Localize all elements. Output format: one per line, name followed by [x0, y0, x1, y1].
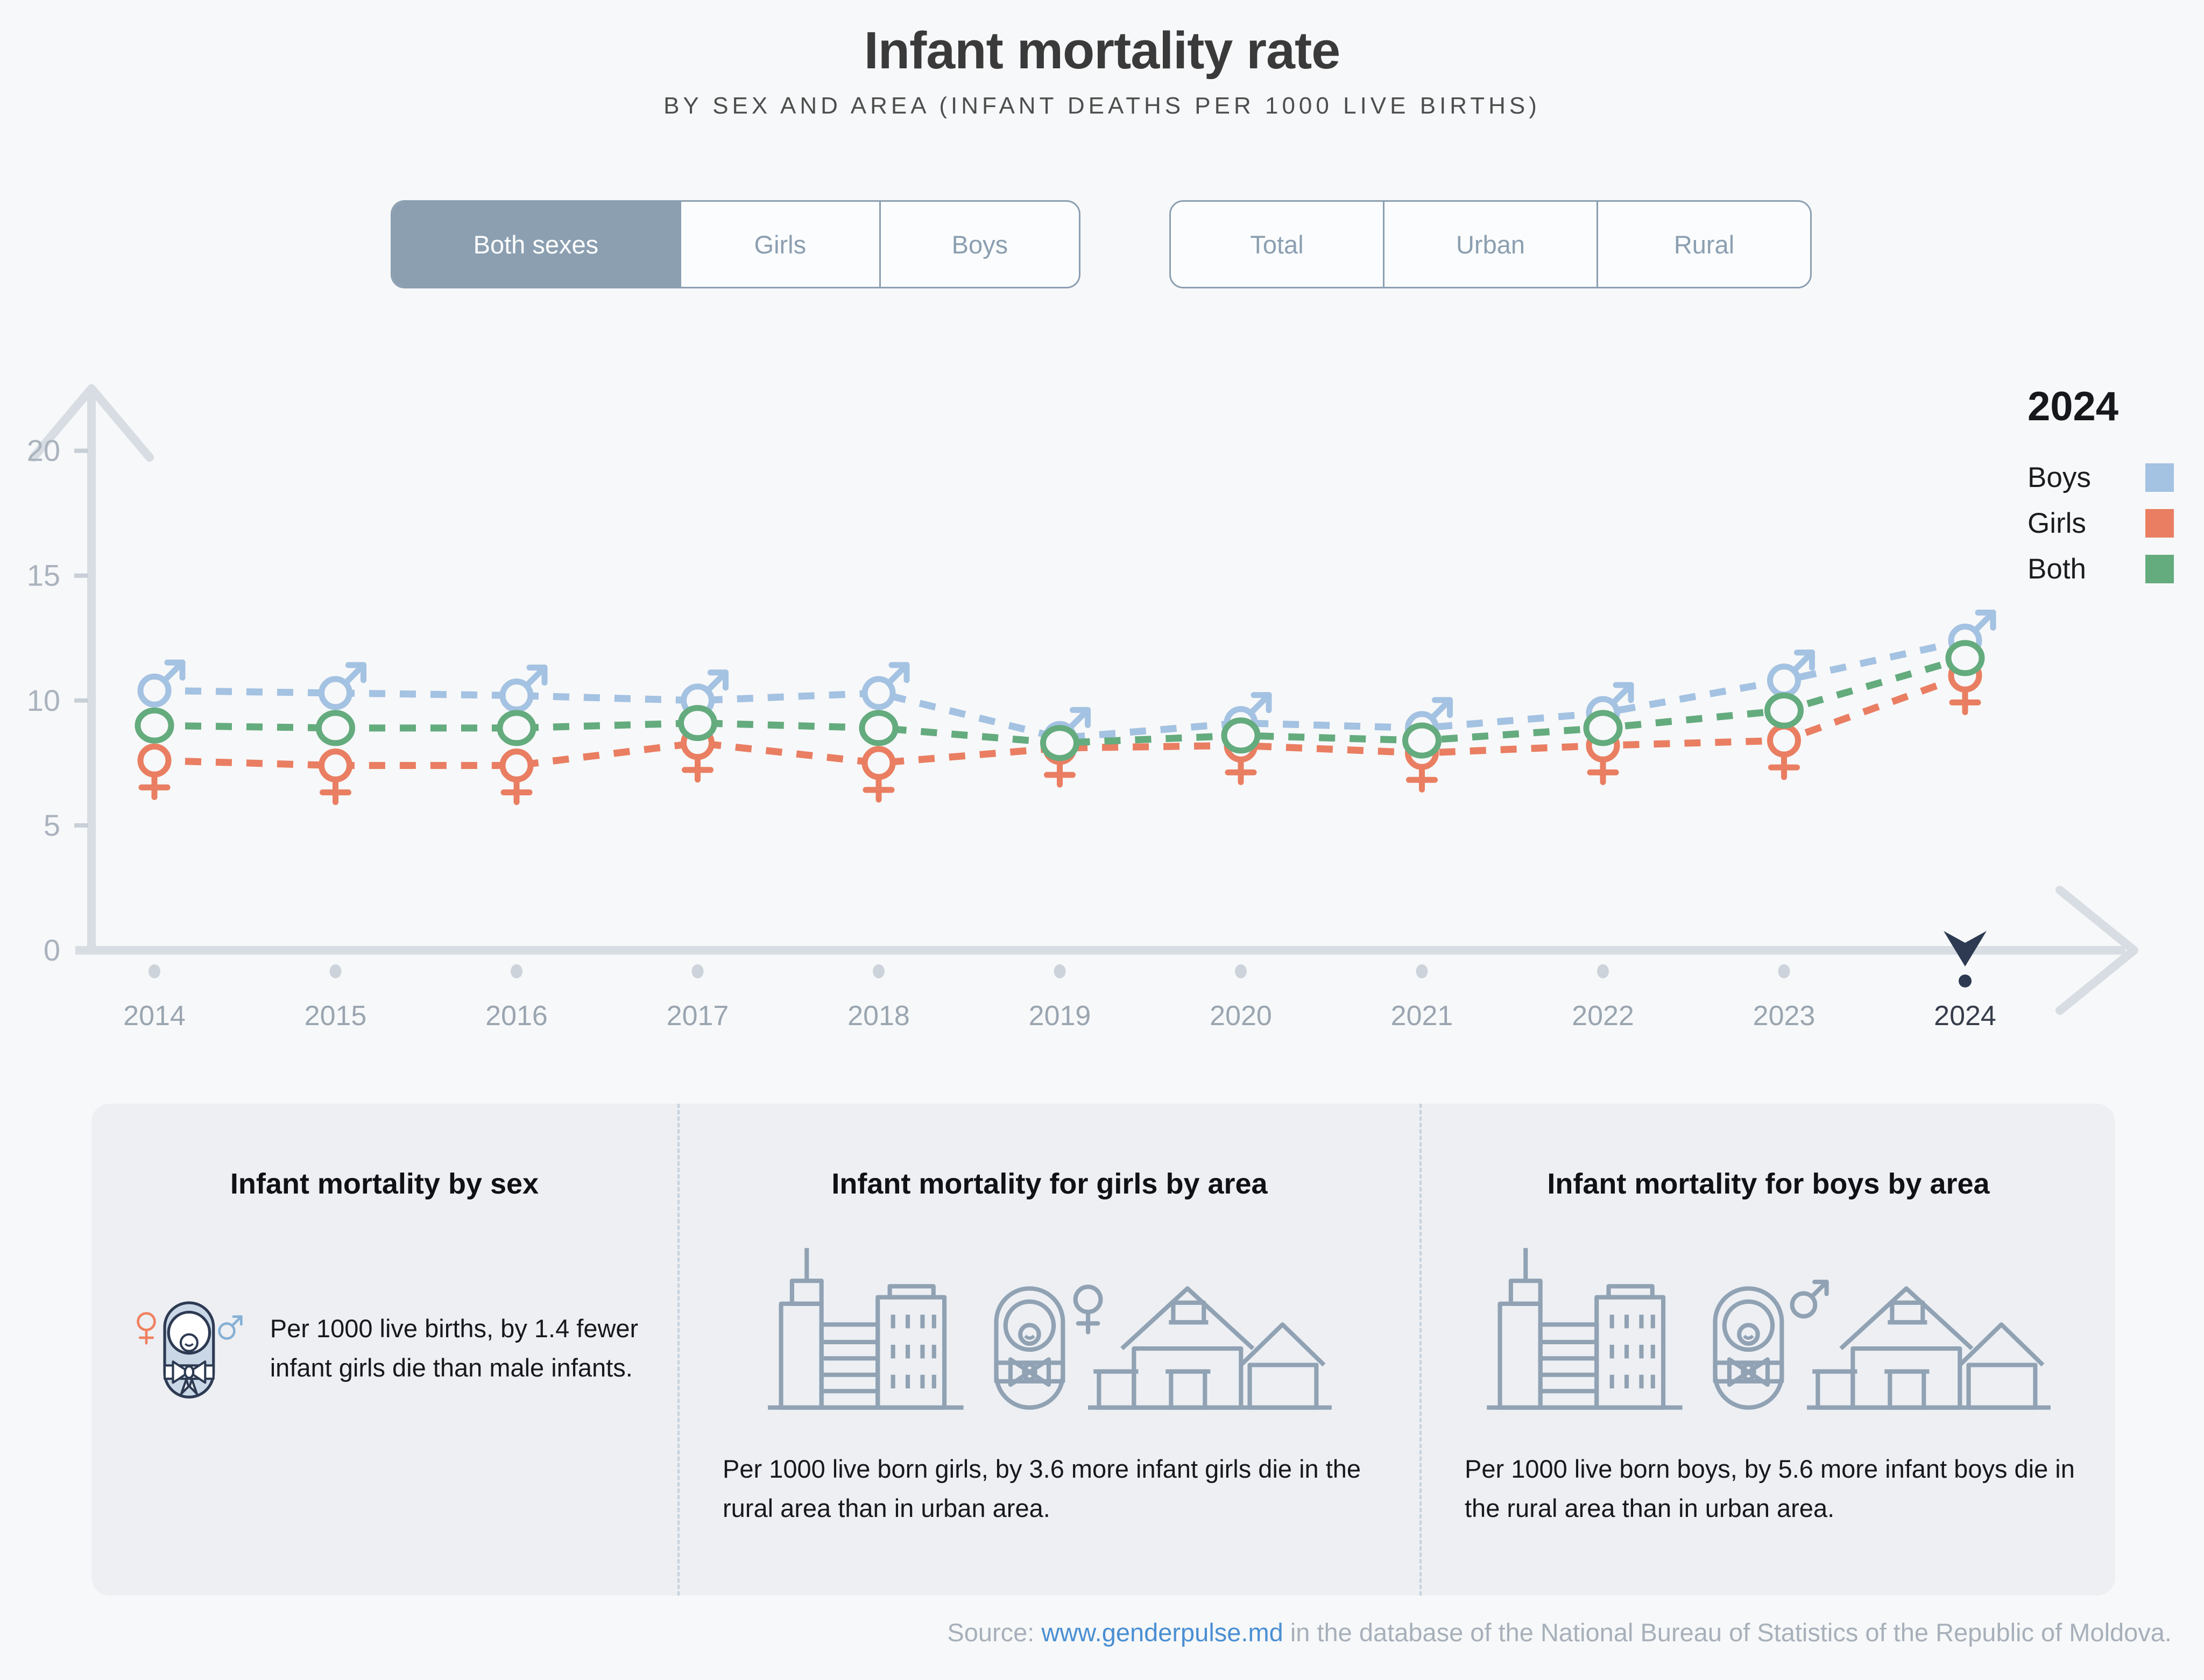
legend-label-boys: Boys	[2028, 462, 2091, 493]
data-point-girls-2014[interactable]	[137, 743, 172, 800]
y-tick-label: 15	[27, 559, 60, 592]
year-label[interactable]: 2022	[1572, 1000, 1634, 1032]
area-filter: Total Urban Rural	[1169, 200, 1812, 288]
data-point-both-2016[interactable]	[497, 710, 536, 746]
boys-color-swatch	[2145, 463, 2174, 492]
source-suffix: in the database of the National Bureau o…	[1283, 1618, 2172, 1647]
year-label[interactable]: 2018	[847, 1000, 910, 1032]
urban-rural-girls-icon	[767, 1248, 1332, 1410]
card-text: Per 1000 live born boys, by 5.6 more inf…	[1465, 1455, 2075, 1522]
year-label[interactable]: 2015	[305, 1000, 367, 1032]
data-point-boys-2018[interactable]	[861, 662, 910, 710]
area-filter-total[interactable]: Total	[1171, 202, 1384, 287]
urban-rural-boys-icon	[1486, 1248, 2051, 1410]
header: Infant mortality rate BY SEX AND AREA (I…	[0, 20, 2204, 119]
area-filter-rural[interactable]: Rural	[1673, 230, 1735, 259]
data-point-boys-2023[interactable]	[1767, 650, 1815, 698]
data-point-girls-2016[interactable]	[499, 748, 534, 805]
data-point-boys-2014[interactable]	[137, 659, 186, 708]
baby-by-sex-icon	[137, 1301, 243, 1399]
data-point-both-2019[interactable]	[1040, 725, 1079, 761]
card-title: Infant mortality by sex	[230, 1168, 539, 1200]
card-text: Per 1000 live born girls, by 3.6 more in…	[723, 1455, 1361, 1522]
legend-item-boys: Boys	[2028, 461, 2174, 494]
y-tick-label: 0	[44, 933, 60, 967]
y-tick-label: 10	[27, 683, 60, 717]
data-point-boys-2015[interactable]	[319, 662, 366, 710]
year-label[interactable]: 2016	[485, 1000, 548, 1032]
data-point-boys-2016[interactable]	[499, 665, 548, 713]
y-tick-label: 5	[44, 808, 60, 842]
source-note: Source: www.genderpulse.md in the databa…	[947, 1618, 2172, 1647]
year-label-selected[interactable]: 2024	[1934, 1000, 1996, 1032]
girls-color-swatch	[2145, 509, 2174, 538]
data-point-both-2015[interactable]	[316, 710, 355, 746]
data-point-both-2021[interactable]	[1402, 722, 1442, 759]
card-text: Per 1000 live births, by 1.4 fewer infan…	[270, 1314, 639, 1382]
data-point-both-2023[interactable]	[1764, 692, 1804, 729]
page-subtitle: BY SEX AND AREA (INFANT DEATHS PER 1000 …	[663, 93, 1541, 119]
y-tick-label: 20	[27, 434, 60, 468]
source-prefix: Source:	[947, 1618, 1042, 1647]
data-point-both-2024[interactable]	[1945, 640, 1985, 676]
data-point-both-2017[interactable]	[678, 705, 717, 742]
card-title: Infant mortality for girls by area	[831, 1168, 1268, 1200]
data-point-both-2022[interactable]	[1583, 710, 1623, 746]
year-label[interactable]: 2023	[1753, 1000, 1816, 1032]
data-point-both-2020[interactable]	[1221, 717, 1261, 754]
year-label[interactable]: 2020	[1210, 1000, 1272, 1032]
legend-item-both: Both	[2028, 553, 2174, 585]
source-link[interactable]: www.genderpulse.md	[1041, 1618, 1283, 1647]
legend-label-both: Both	[2028, 553, 2087, 585]
area-filter-urban[interactable]: Urban	[1384, 202, 1598, 287]
data-point-girls-2018[interactable]	[861, 746, 896, 803]
year-label[interactable]: 2014	[123, 1000, 186, 1032]
year-indicator[interactable]	[1944, 931, 1987, 987]
sex-filter-both-sexes[interactable]: Both sexes	[392, 202, 681, 287]
legend-item-girls: Girls	[2028, 507, 2174, 540]
data-point-girls-2015[interactable]	[319, 748, 352, 805]
year-label[interactable]: 2021	[1391, 1000, 1453, 1032]
card-title: Infant mortality for boys by area	[1547, 1168, 1990, 1200]
card-boys-by-area: Infant mortality for boys by area	[1419, 1104, 2115, 1596]
sex-filter-girls[interactable]: Girls	[681, 202, 881, 287]
card-girls-by-area: Infant mortality for girls by area	[677, 1104, 1419, 1596]
sex-filter-boys[interactable]: Boys	[951, 230, 1008, 259]
sex-filter: Both sexes Girls Boys	[391, 200, 1080, 288]
data-point-both-2018[interactable]	[859, 710, 899, 746]
page-title: Infant mortality rate	[864, 21, 1341, 80]
card-mortality-by-sex: Infant mortality by sex	[91, 1104, 677, 1596]
legend-year: 2024	[2028, 384, 2119, 429]
year-label[interactable]: 2017	[667, 1000, 729, 1032]
both-color-swatch	[2145, 555, 2174, 583]
info-cards: Infant mortality by sex	[91, 1104, 2115, 1596]
data-point-both-2014[interactable]	[135, 707, 174, 744]
chart-legend: 2024 Boys Girls Both	[2028, 383, 2174, 598]
legend-label-girls: Girls	[2028, 507, 2086, 539]
year-label[interactable]: 2019	[1029, 1000, 1091, 1032]
data-point-girls-2023[interactable]	[1767, 723, 1801, 780]
